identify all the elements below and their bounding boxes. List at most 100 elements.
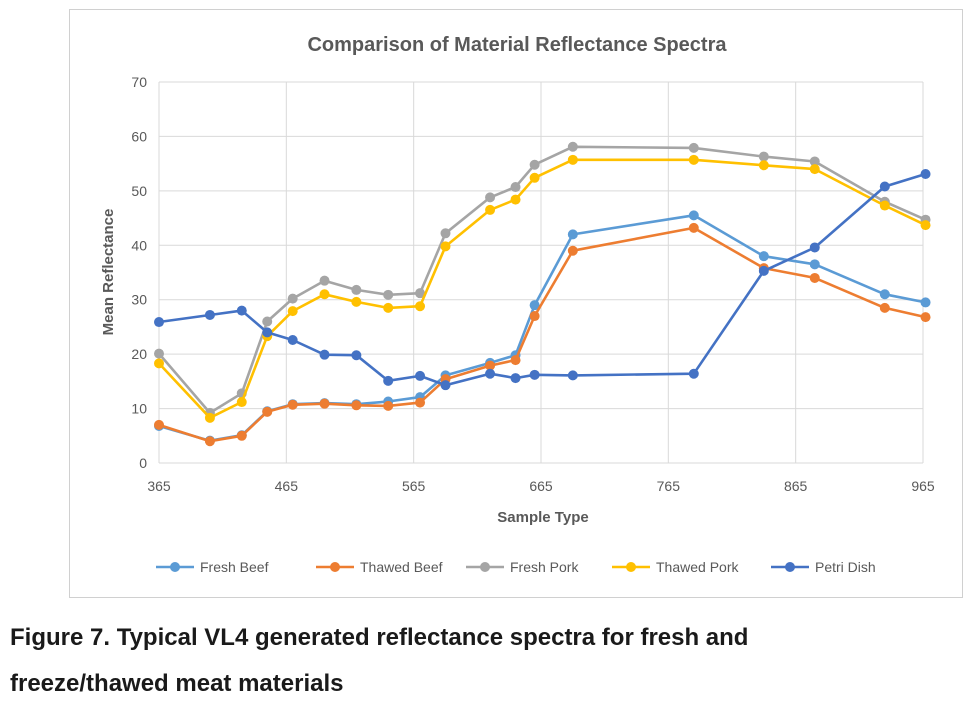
data-point-thawed-pork	[809, 164, 820, 175]
x-tick-label: 765	[657, 478, 681, 494]
data-point-thawed-beef	[262, 406, 273, 417]
legend-item: Fresh Beef	[156, 559, 269, 575]
data-point-petri-dish	[758, 265, 769, 276]
data-point-petri-dish	[204, 309, 215, 320]
legend-label: Thawed Pork	[656, 559, 739, 575]
legend-label: Thawed Beef	[360, 559, 443, 575]
data-point-thawed-beef	[415, 397, 426, 408]
data-point-fresh-beef	[758, 251, 769, 262]
legend-marker	[330, 562, 340, 572]
x-tick-label: 365	[147, 478, 171, 494]
y-tick-label: 10	[131, 401, 147, 417]
data-point-thawed-pork	[351, 296, 362, 307]
chart-title: Comparison of Material Reflectance Spect…	[307, 34, 727, 56]
data-point-fresh-pork	[567, 141, 578, 152]
x-tick-label: 465	[275, 478, 299, 494]
data-point-thawed-pork	[920, 220, 931, 231]
data-point-fresh-pork	[154, 348, 164, 359]
y-tick-label: 20	[131, 346, 147, 362]
y-axis-label: Mean Reflectance	[100, 209, 117, 336]
legend-item: Petri Dish	[771, 559, 876, 575]
data-point-fresh-beef	[688, 210, 699, 221]
data-point-petri-dish	[688, 368, 699, 379]
data-point-fresh-beef	[529, 300, 540, 311]
legend: Fresh Beef Thawed Beef Fresh Pork Thawed Po…	[156, 559, 876, 575]
data-point-thawed-beef	[529, 311, 540, 322]
data-point-petri-dish	[440, 380, 451, 391]
x-tick-label: 865	[784, 478, 808, 494]
data-point-petri-dish	[319, 349, 330, 360]
data-point-fresh-beef	[809, 259, 820, 270]
data-point-thawed-pork	[415, 301, 426, 312]
data-point-fresh-pork	[688, 142, 699, 153]
x-tick-label: 565	[402, 478, 426, 494]
data-point-thawed-beef	[485, 360, 496, 371]
data-point-fresh-pork	[415, 288, 426, 299]
data-point-petri-dish	[485, 368, 496, 379]
data-point-fresh-pork	[440, 228, 451, 239]
data-point-thawed-pork	[287, 306, 298, 317]
data-point-petri-dish	[262, 327, 273, 338]
data-point-fresh-pork	[809, 156, 820, 167]
data-point-fresh-pork	[758, 151, 769, 162]
data-point-thawed-beef	[688, 222, 699, 233]
data-point-thawed-pork	[236, 397, 247, 408]
data-point-thawed-pork	[440, 241, 451, 252]
data-point-petri-dish	[383, 375, 394, 386]
data-point-thawed-pork	[485, 204, 496, 215]
legend-label: Fresh Beef	[200, 559, 269, 575]
data-point-thawed-pork	[510, 194, 521, 205]
data-point-thawed-beef	[154, 419, 164, 430]
x-tick-label: 665	[529, 478, 553, 494]
chart-frame: 0 10 20 30 40 50 60 70 365 465 565 665 765 865 965 Com…	[69, 9, 963, 598]
y-tick-label: 60	[131, 128, 147, 144]
line-chart: 0 10 20 30 40 50 60 70 365 465 565 665 765 865 965 Com…	[100, 34, 935, 575]
data-point-thawed-beef	[510, 355, 521, 366]
data-point-thawed-beef	[567, 245, 578, 256]
data-point-thawed-pork	[383, 302, 394, 313]
data-point-thawed-pork	[154, 358, 164, 369]
data-point-petri-dish	[287, 334, 298, 345]
legend-marker	[170, 562, 180, 572]
legend-label: Fresh Pork	[510, 559, 579, 575]
legend-marker	[480, 562, 490, 572]
data-point-fresh-pork	[351, 284, 362, 295]
data-point-petri-dish	[809, 242, 820, 253]
legend-item: Thawed Beef	[316, 559, 443, 575]
data-point-petri-dish	[351, 350, 362, 361]
y-tick-label: 50	[131, 183, 147, 199]
data-point-fresh-beef	[567, 229, 578, 240]
data-point-thawed-beef	[319, 398, 330, 409]
data-point-thawed-pork	[529, 172, 540, 183]
data-point-petri-dish	[879, 181, 890, 192]
legend-label: Petri Dish	[815, 559, 876, 575]
data-point-petri-dish	[236, 305, 247, 316]
data-point-thawed-beef	[236, 430, 247, 441]
data-point-thawed-beef	[920, 312, 931, 323]
legend-marker	[626, 562, 636, 572]
data-point-fresh-pork	[383, 289, 394, 300]
x-axis-label: Sample Type	[497, 509, 588, 526]
figure-caption-line-1: Figure 7. Typical VL4 generated reflecta…	[10, 624, 749, 651]
data-point-thawed-pork	[758, 160, 769, 171]
y-tick-label: 70	[131, 74, 147, 90]
data-point-petri-dish	[920, 168, 931, 179]
data-point-fresh-pork	[287, 293, 298, 304]
data-point-fresh-pork	[485, 192, 496, 203]
data-point-thawed-beef	[879, 302, 890, 313]
data-point-thawed-beef	[287, 399, 298, 410]
data-point-thawed-beef	[204, 436, 215, 447]
data-point-thawed-pork	[688, 154, 699, 165]
data-point-petri-dish	[529, 369, 540, 380]
data-point-thawed-beef	[809, 272, 820, 283]
legend-item: Fresh Pork	[466, 559, 579, 575]
x-tick-label: 965	[911, 478, 935, 494]
data-point-fresh-pork	[529, 159, 540, 170]
data-point-petri-dish	[154, 317, 164, 328]
data-point-thawed-pork	[567, 154, 578, 165]
data-point-petri-dish	[415, 370, 426, 381]
data-point-fresh-pork	[319, 275, 330, 286]
data-point-petri-dish	[567, 370, 578, 381]
legend-marker	[785, 562, 795, 572]
legend-item: Thawed Pork	[612, 559, 739, 575]
